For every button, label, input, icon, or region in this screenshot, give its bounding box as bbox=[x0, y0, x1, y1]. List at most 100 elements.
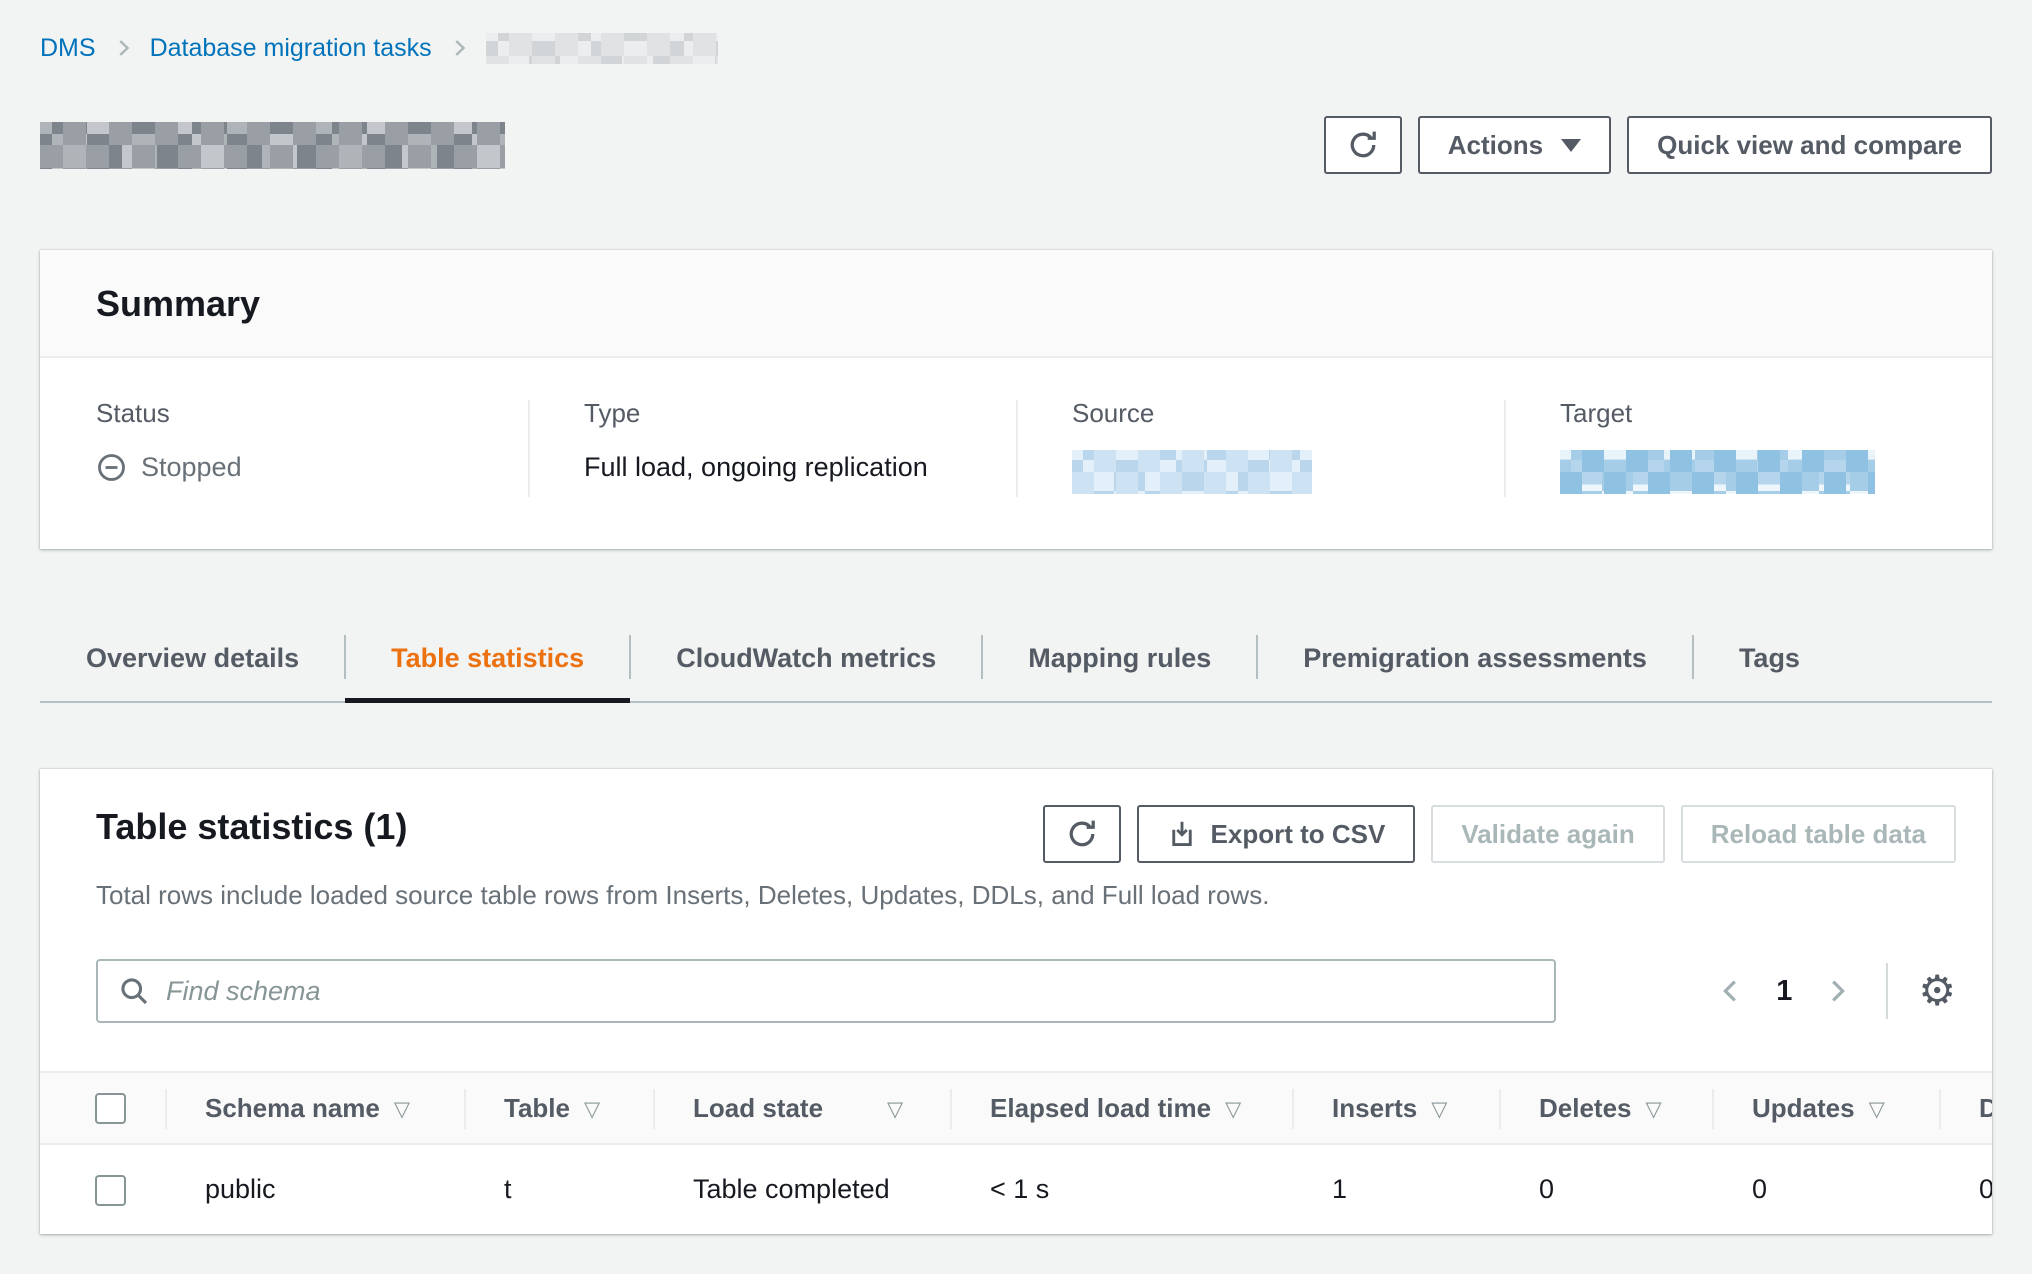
refresh-icon bbox=[1346, 128, 1380, 162]
actions-button-label: Actions bbox=[1447, 129, 1544, 160]
column-label: Schema name bbox=[205, 1092, 380, 1123]
tab-overview-details[interactable]: Overview details bbox=[40, 615, 345, 701]
table-statistics-table: Schema name ▽ Table ▽ Load state ▽ Elapsed … bbox=[40, 1071, 1992, 1234]
page-number[interactable]: 1 bbox=[1776, 974, 1793, 1007]
cell-deletes: 0 bbox=[1539, 1174, 1555, 1204]
status-label: Status bbox=[96, 398, 170, 428]
row-select-cell bbox=[40, 1144, 165, 1234]
cell-table: t bbox=[504, 1174, 512, 1204]
redacted-breadcrumb-current bbox=[485, 32, 718, 64]
column-label: Deletes bbox=[1539, 1092, 1632, 1123]
tab-premigration-assessments[interactable]: Premigration assessments bbox=[1256, 615, 1693, 701]
refresh-icon bbox=[1065, 817, 1099, 851]
tab-tags[interactable]: Tags bbox=[1691, 615, 1846, 701]
tab-table-statistics[interactable]: Table statistics bbox=[344, 615, 631, 703]
table-statistics-panel: Table statistics (1) bbox=[40, 769, 1992, 1234]
tab-label: Mapping rules bbox=[1028, 642, 1212, 673]
column-label: Updates bbox=[1752, 1092, 1855, 1123]
summary-field-source: Source bbox=[1016, 398, 1504, 499]
breadcrumb-link-dms[interactable]: DMS bbox=[40, 33, 96, 62]
summary-panel: Summary Status Stopped Type Full load, bbox=[40, 250, 1992, 549]
tab-cloudwatch-metrics[interactable]: CloudWatch metrics bbox=[629, 615, 982, 701]
cell-ddls: 0 bbox=[1979, 1174, 1992, 1204]
breadcrumb-link-tasks[interactable]: Database migration tasks bbox=[149, 33, 432, 62]
chevron-right-icon bbox=[112, 35, 134, 61]
previous-page-button[interactable] bbox=[1712, 971, 1750, 1011]
tab-bar: Overview details Table statistics CloudW… bbox=[40, 615, 1992, 703]
tab-label: Table statistics bbox=[391, 642, 585, 673]
export-to-csv-button[interactable]: Export to CSV bbox=[1136, 805, 1416, 863]
cell-load-state: Table completed bbox=[693, 1174, 890, 1204]
column-header-inserts[interactable]: Inserts ▽ bbox=[1292, 1071, 1499, 1145]
column-header-elapsed-load-time[interactable]: Elapsed load time ▽ bbox=[950, 1071, 1292, 1145]
column-label: Elapsed load time bbox=[990, 1092, 1212, 1123]
table-header-row: Schema name ▽ Table ▽ Load state ▽ Elapsed … bbox=[40, 1071, 1992, 1145]
download-icon bbox=[1167, 819, 1197, 849]
table-refresh-button[interactable] bbox=[1042, 805, 1121, 863]
summary-field-status: Status Stopped bbox=[40, 398, 528, 499]
actions-button[interactable]: Actions bbox=[1417, 116, 1612, 174]
validate-again-label: Validate again bbox=[1461, 818, 1635, 849]
summary-header: Summary bbox=[40, 250, 1992, 358]
tab-label: Premigration assessments bbox=[1303, 642, 1647, 673]
row-checkbox[interactable] bbox=[95, 1174, 126, 1206]
select-all-header bbox=[40, 1071, 165, 1145]
cell-elapsed-load-time: < 1 s bbox=[990, 1174, 1050, 1204]
tab-label: Tags bbox=[1738, 642, 1800, 673]
sort-icon: ▽ bbox=[583, 1096, 601, 1121]
column-header-deletes[interactable]: Deletes ▽ bbox=[1499, 1071, 1712, 1145]
sort-icon: ▽ bbox=[393, 1096, 411, 1121]
page-header: Actions Quick view and compare bbox=[40, 116, 1992, 174]
schema-search-box bbox=[96, 959, 1556, 1023]
cell-inserts: 1 bbox=[1332, 1174, 1348, 1204]
type-value: Full load, ongoing replication bbox=[584, 452, 928, 482]
tab-label: Overview details bbox=[86, 642, 300, 673]
column-label: DDLs bbox=[1979, 1092, 1992, 1123]
summary-field-target: Target bbox=[1504, 398, 1992, 499]
column-header-table[interactable]: Table ▽ bbox=[464, 1071, 653, 1145]
table-statistics-description: Total rows include loaded source table r… bbox=[96, 880, 1270, 910]
column-header-schema-name[interactable]: Schema name ▽ bbox=[165, 1071, 464, 1145]
chevron-right-icon bbox=[448, 35, 470, 61]
breadcrumb: DMS Database migration tasks bbox=[40, 30, 1992, 66]
type-label: Type bbox=[584, 398, 641, 428]
sort-icon: ▽ bbox=[1431, 1096, 1448, 1121]
redacted-target-endpoint-link[interactable] bbox=[1560, 450, 1875, 494]
column-header-updates[interactable]: Updates ▽ bbox=[1712, 1071, 1939, 1145]
sort-icon: ▽ bbox=[1645, 1096, 1662, 1121]
source-label: Source bbox=[1072, 398, 1155, 428]
summary-title: Summary bbox=[96, 283, 261, 324]
validate-again-button[interactable]: Validate again bbox=[1431, 805, 1665, 863]
refresh-button[interactable] bbox=[1323, 116, 1402, 174]
caret-down-icon bbox=[1561, 138, 1582, 152]
search-icon bbox=[118, 975, 150, 1007]
sort-icon: ▽ bbox=[887, 1096, 904, 1121]
sort-icon: ▽ bbox=[1868, 1096, 1885, 1121]
reload-table-data-button[interactable]: Reload table data bbox=[1680, 805, 1956, 863]
quick-view-compare-label: Quick view and compare bbox=[1657, 129, 1962, 160]
table-row: public t Table completed < 1 s 1 0 0 0 bbox=[40, 1144, 1992, 1234]
stopped-status-icon bbox=[96, 452, 127, 483]
summary-field-type: Type Full load, ongoing replication bbox=[528, 398, 1016, 499]
export-to-csv-label: Export to CSV bbox=[1210, 818, 1386, 849]
redacted-source-endpoint-link[interactable] bbox=[1072, 450, 1312, 494]
table-statistics-title: Table statistics (1) bbox=[96, 806, 408, 847]
find-schema-input[interactable] bbox=[166, 975, 1534, 1007]
pagination: 1 ⚙ bbox=[1712, 963, 1956, 1019]
column-label: Load state bbox=[693, 1092, 824, 1123]
quick-view-compare-button[interactable]: Quick view and compare bbox=[1627, 116, 1992, 174]
next-page-button[interactable] bbox=[1818, 971, 1856, 1011]
column-header-load-state[interactable]: Load state ▽ bbox=[653, 1071, 950, 1145]
column-label: Table bbox=[504, 1092, 570, 1123]
cell-updates: 0 bbox=[1752, 1174, 1768, 1204]
cell-schema-name: public bbox=[205, 1174, 276, 1204]
settings-gear-icon[interactable]: ⚙ bbox=[1918, 966, 1956, 1015]
tab-label: CloudWatch metrics bbox=[676, 642, 937, 673]
tab-mapping-rules[interactable]: Mapping rules bbox=[981, 615, 1257, 701]
column-header-ddls[interactable]: DDLs▽ bbox=[1939, 1071, 1992, 1145]
sort-icon: ▽ bbox=[1225, 1096, 1242, 1121]
redacted-page-title bbox=[40, 121, 505, 169]
reload-table-data-label: Reload table data bbox=[1710, 818, 1926, 849]
select-all-checkbox[interactable] bbox=[95, 1093, 126, 1125]
column-label: Inserts bbox=[1332, 1092, 1418, 1123]
